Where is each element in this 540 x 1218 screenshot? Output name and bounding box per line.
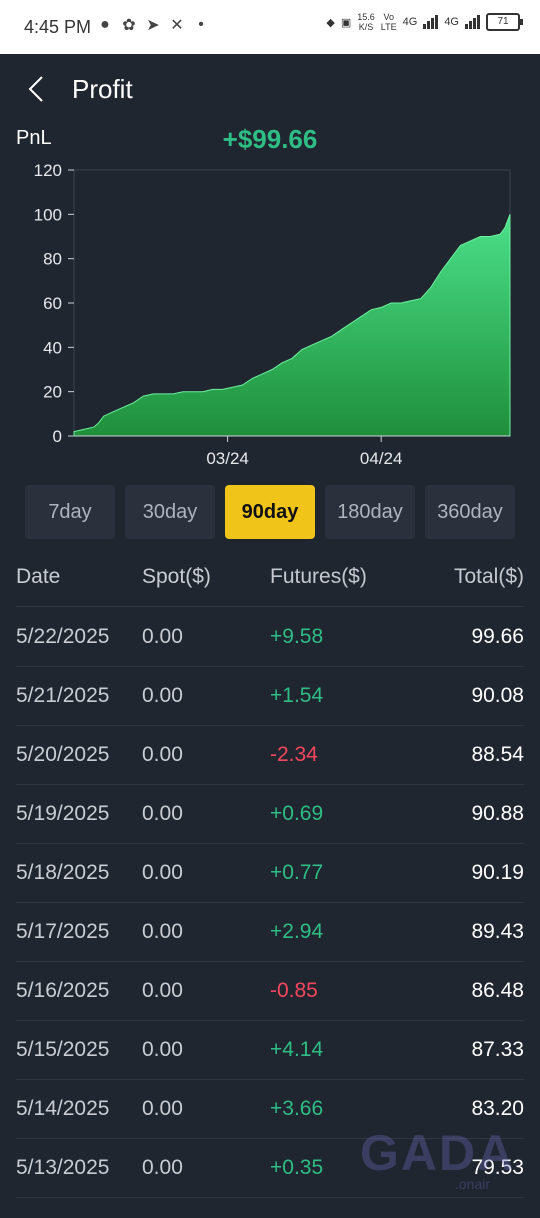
- notification-icons: ● ✿ ➤ ✕ •: [96, 15, 210, 35]
- row-futures: -2.34: [270, 743, 318, 766]
- table-row[interactable]: 5/19/2025 0.00 +0.69 90.88: [16, 784, 524, 844]
- range-tabs: 7day 30day 90day 180day 360day: [25, 485, 515, 539]
- battery-icon: 71: [486, 13, 523, 31]
- row-spot: 0.00: [142, 1097, 183, 1120]
- row-total: 90.08: [471, 684, 524, 707]
- y-tick-label: 40: [43, 338, 62, 357]
- row-spot: 0.00: [142, 625, 183, 648]
- row-total: 83.20: [471, 1097, 524, 1120]
- chevron-left-icon: [28, 76, 43, 102]
- pnl-area-series: [73, 214, 511, 437]
- pnl-value: +$99.66: [222, 124, 318, 154]
- row-futures: +3.66: [270, 1097, 324, 1120]
- table-row[interactable]: 5/20/2025 0.00 -2.34 88.54: [16, 725, 524, 785]
- chat-icon: ●: [100, 16, 110, 33]
- row-date: 5/17/2025: [16, 920, 110, 943]
- y-tick-label: 100: [34, 205, 62, 224]
- row-date: 5/15/2025: [16, 1038, 110, 1061]
- row-date: 5/19/2025: [16, 802, 110, 825]
- tab-360day[interactable]: 360day: [425, 485, 515, 539]
- header: Profit: [0, 54, 540, 126]
- tab-7day[interactable]: 7day: [25, 485, 115, 539]
- row-spot: 0.00: [142, 861, 183, 884]
- more-dot-icon: •: [198, 16, 204, 33]
- data-saver-icon: ◆: [326, 16, 335, 29]
- row-futures: +2.94: [270, 920, 324, 943]
- table-row[interactable]: 5/15/2025 0.00 +4.14 87.33: [16, 1020, 524, 1080]
- network-4g-label-2: 4G: [444, 16, 459, 28]
- table-row[interactable]: 5/16/2025 0.00 -0.85 86.48: [16, 961, 524, 1021]
- row-spot: 0.00: [142, 802, 183, 825]
- row-total: 86.48: [471, 979, 524, 1002]
- row-total: 90.19: [471, 861, 524, 884]
- row-spot: 0.00: [142, 1156, 183, 1179]
- y-tick-label: 60: [43, 294, 62, 313]
- row-spot: 0.00: [142, 743, 183, 766]
- table-row[interactable]: 5/14/2025 0.00 +3.66 83.20: [16, 1079, 524, 1139]
- row-futures: +9.58: [270, 625, 324, 648]
- row-total: 88.54: [471, 743, 524, 766]
- row-date: 5/14/2025: [16, 1097, 110, 1120]
- y-tick-label: 120: [34, 161, 62, 180]
- column-header-spot: Spot($): [142, 565, 211, 588]
- missed-call-icon: ✕: [170, 17, 184, 34]
- y-tick-label: 20: [43, 383, 62, 402]
- row-futures: +4.14: [270, 1038, 324, 1061]
- status-icons: ◆ ▣ 15.6 K/S Vo LTE 4G 4G 71: [326, 12, 523, 32]
- column-header-total: Total($): [453, 565, 524, 588]
- row-futures: +0.35: [270, 1156, 324, 1179]
- page-title: Profit: [72, 74, 133, 104]
- row-spot: 0.00: [142, 979, 183, 1002]
- nfc-icon: ▣: [340, 16, 352, 29]
- net-speed: 15.6 K/S: [357, 12, 375, 32]
- row-futures: +0.77: [270, 861, 324, 884]
- telegram-icon: ➤: [146, 17, 160, 34]
- table-row[interactable]: 5/13/2025 0.00 +0.35 79.53: [16, 1138, 524, 1198]
- pnl-chart: 0 20 40 60 80 100 120 03/24 04/24: [34, 161, 511, 468]
- row-futures: +1.54: [270, 684, 324, 707]
- signal-icon-2: [465, 15, 480, 29]
- row-date: 5/22/2025: [16, 625, 110, 648]
- row-total: 89.43: [471, 920, 524, 943]
- row-date: 5/16/2025: [16, 979, 110, 1002]
- row-date: 5/18/2025: [16, 861, 110, 884]
- y-tick-label: 0: [53, 427, 62, 446]
- row-futures: -0.85: [270, 979, 318, 1002]
- row-date: 5/21/2025: [16, 684, 110, 707]
- network-4g-label: 4G: [402, 16, 418, 28]
- status-bar: 4:45 PM ● ✿ ➤ ✕ • ◆ ▣ 15.6 K/S Vo LTE 4G 4…: [0, 0, 540, 54]
- y-tick-label: 80: [43, 250, 62, 269]
- volte-indicator: Vo LTE: [380, 12, 397, 32]
- column-header-date: Date: [16, 565, 61, 588]
- row-total: 79.53: [471, 1156, 524, 1179]
- sync-icon: ✿: [122, 17, 136, 34]
- tab-180day[interactable]: 180day: [325, 485, 415, 539]
- table-row[interactable]: 5/17/2025 0.00 +2.94 89.43: [16, 902, 524, 962]
- column-header-futures: Futures($): [270, 565, 367, 588]
- signal-icon: [423, 15, 439, 29]
- row-total: 90.88: [471, 802, 524, 825]
- tab-90day[interactable]: 90day: [225, 485, 315, 539]
- row-spot: 0.00: [142, 1038, 183, 1061]
- row-total: 87.33: [471, 1038, 524, 1061]
- row-futures: +0.69: [270, 802, 324, 825]
- x-tick-label: 04/24: [360, 449, 403, 468]
- clock: 4:45 PM: [24, 17, 92, 37]
- table-row[interactable]: 5/22/2025 0.00 +9.58 99.66: [16, 607, 524, 667]
- row-date: 5/20/2025: [16, 743, 110, 766]
- table-row[interactable]: 5/18/2025 0.00 +0.77 90.19: [16, 843, 524, 903]
- back-button[interactable]: [22, 74, 52, 104]
- row-total: 99.66: [471, 625, 524, 648]
- pnl-label: PnL: [16, 127, 52, 149]
- row-date: 5/13/2025: [16, 1156, 110, 1179]
- tab-30day[interactable]: 30day: [125, 485, 215, 539]
- table-row[interactable]: 5/21/2025 0.00 +1.54 90.08: [16, 666, 524, 726]
- watermark-logo: GADA: [360, 1125, 516, 1181]
- x-tick-label: 03/24: [206, 449, 249, 468]
- table-header: Date Spot($) Futures($) Total($): [16, 548, 524, 607]
- row-spot: 0.00: [142, 684, 183, 707]
- watermark-subtext: .onair: [455, 1176, 491, 1192]
- row-spot: 0.00: [142, 920, 183, 943]
